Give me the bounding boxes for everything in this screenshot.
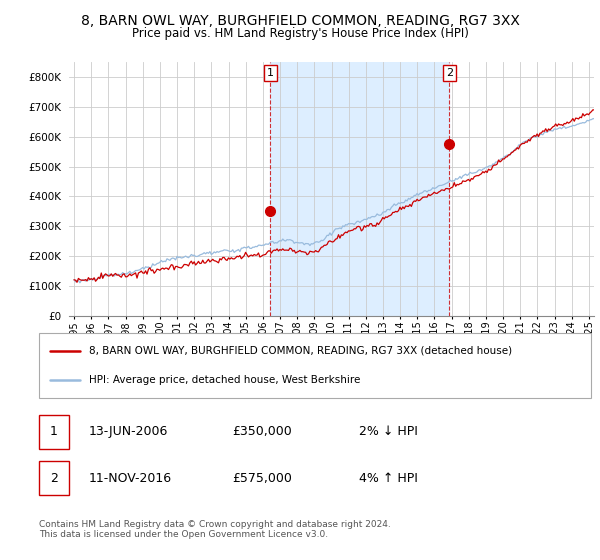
Text: 11-NOV-2016: 11-NOV-2016 <box>89 472 172 485</box>
Text: 2: 2 <box>50 472 58 485</box>
Text: HPI: Average price, detached house, West Berkshire: HPI: Average price, detached house, West… <box>89 375 360 385</box>
Text: 2% ↓ HPI: 2% ↓ HPI <box>359 425 418 438</box>
Text: 8, BARN OWL WAY, BURGHFIELD COMMON, READING, RG7 3XX (detached house): 8, BARN OWL WAY, BURGHFIELD COMMON, READ… <box>89 346 512 356</box>
Text: 8, BARN OWL WAY, BURGHFIELD COMMON, READING, RG7 3XX: 8, BARN OWL WAY, BURGHFIELD COMMON, READ… <box>80 14 520 28</box>
Text: 1: 1 <box>50 425 58 438</box>
Text: 13-JUN-2006: 13-JUN-2006 <box>89 425 168 438</box>
Text: Price paid vs. HM Land Registry's House Price Index (HPI): Price paid vs. HM Land Registry's House … <box>131 27 469 40</box>
Text: 2: 2 <box>446 68 453 78</box>
Bar <box>39 414 70 449</box>
Text: £350,000: £350,000 <box>232 425 292 438</box>
Text: Contains HM Land Registry data © Crown copyright and database right 2024.
This d: Contains HM Land Registry data © Crown c… <box>39 520 391 539</box>
Text: £575,000: £575,000 <box>232 472 292 485</box>
Text: 4% ↑ HPI: 4% ↑ HPI <box>359 472 418 485</box>
Bar <box>39 461 70 496</box>
Text: 1: 1 <box>267 68 274 78</box>
Bar <box>271 62 449 316</box>
